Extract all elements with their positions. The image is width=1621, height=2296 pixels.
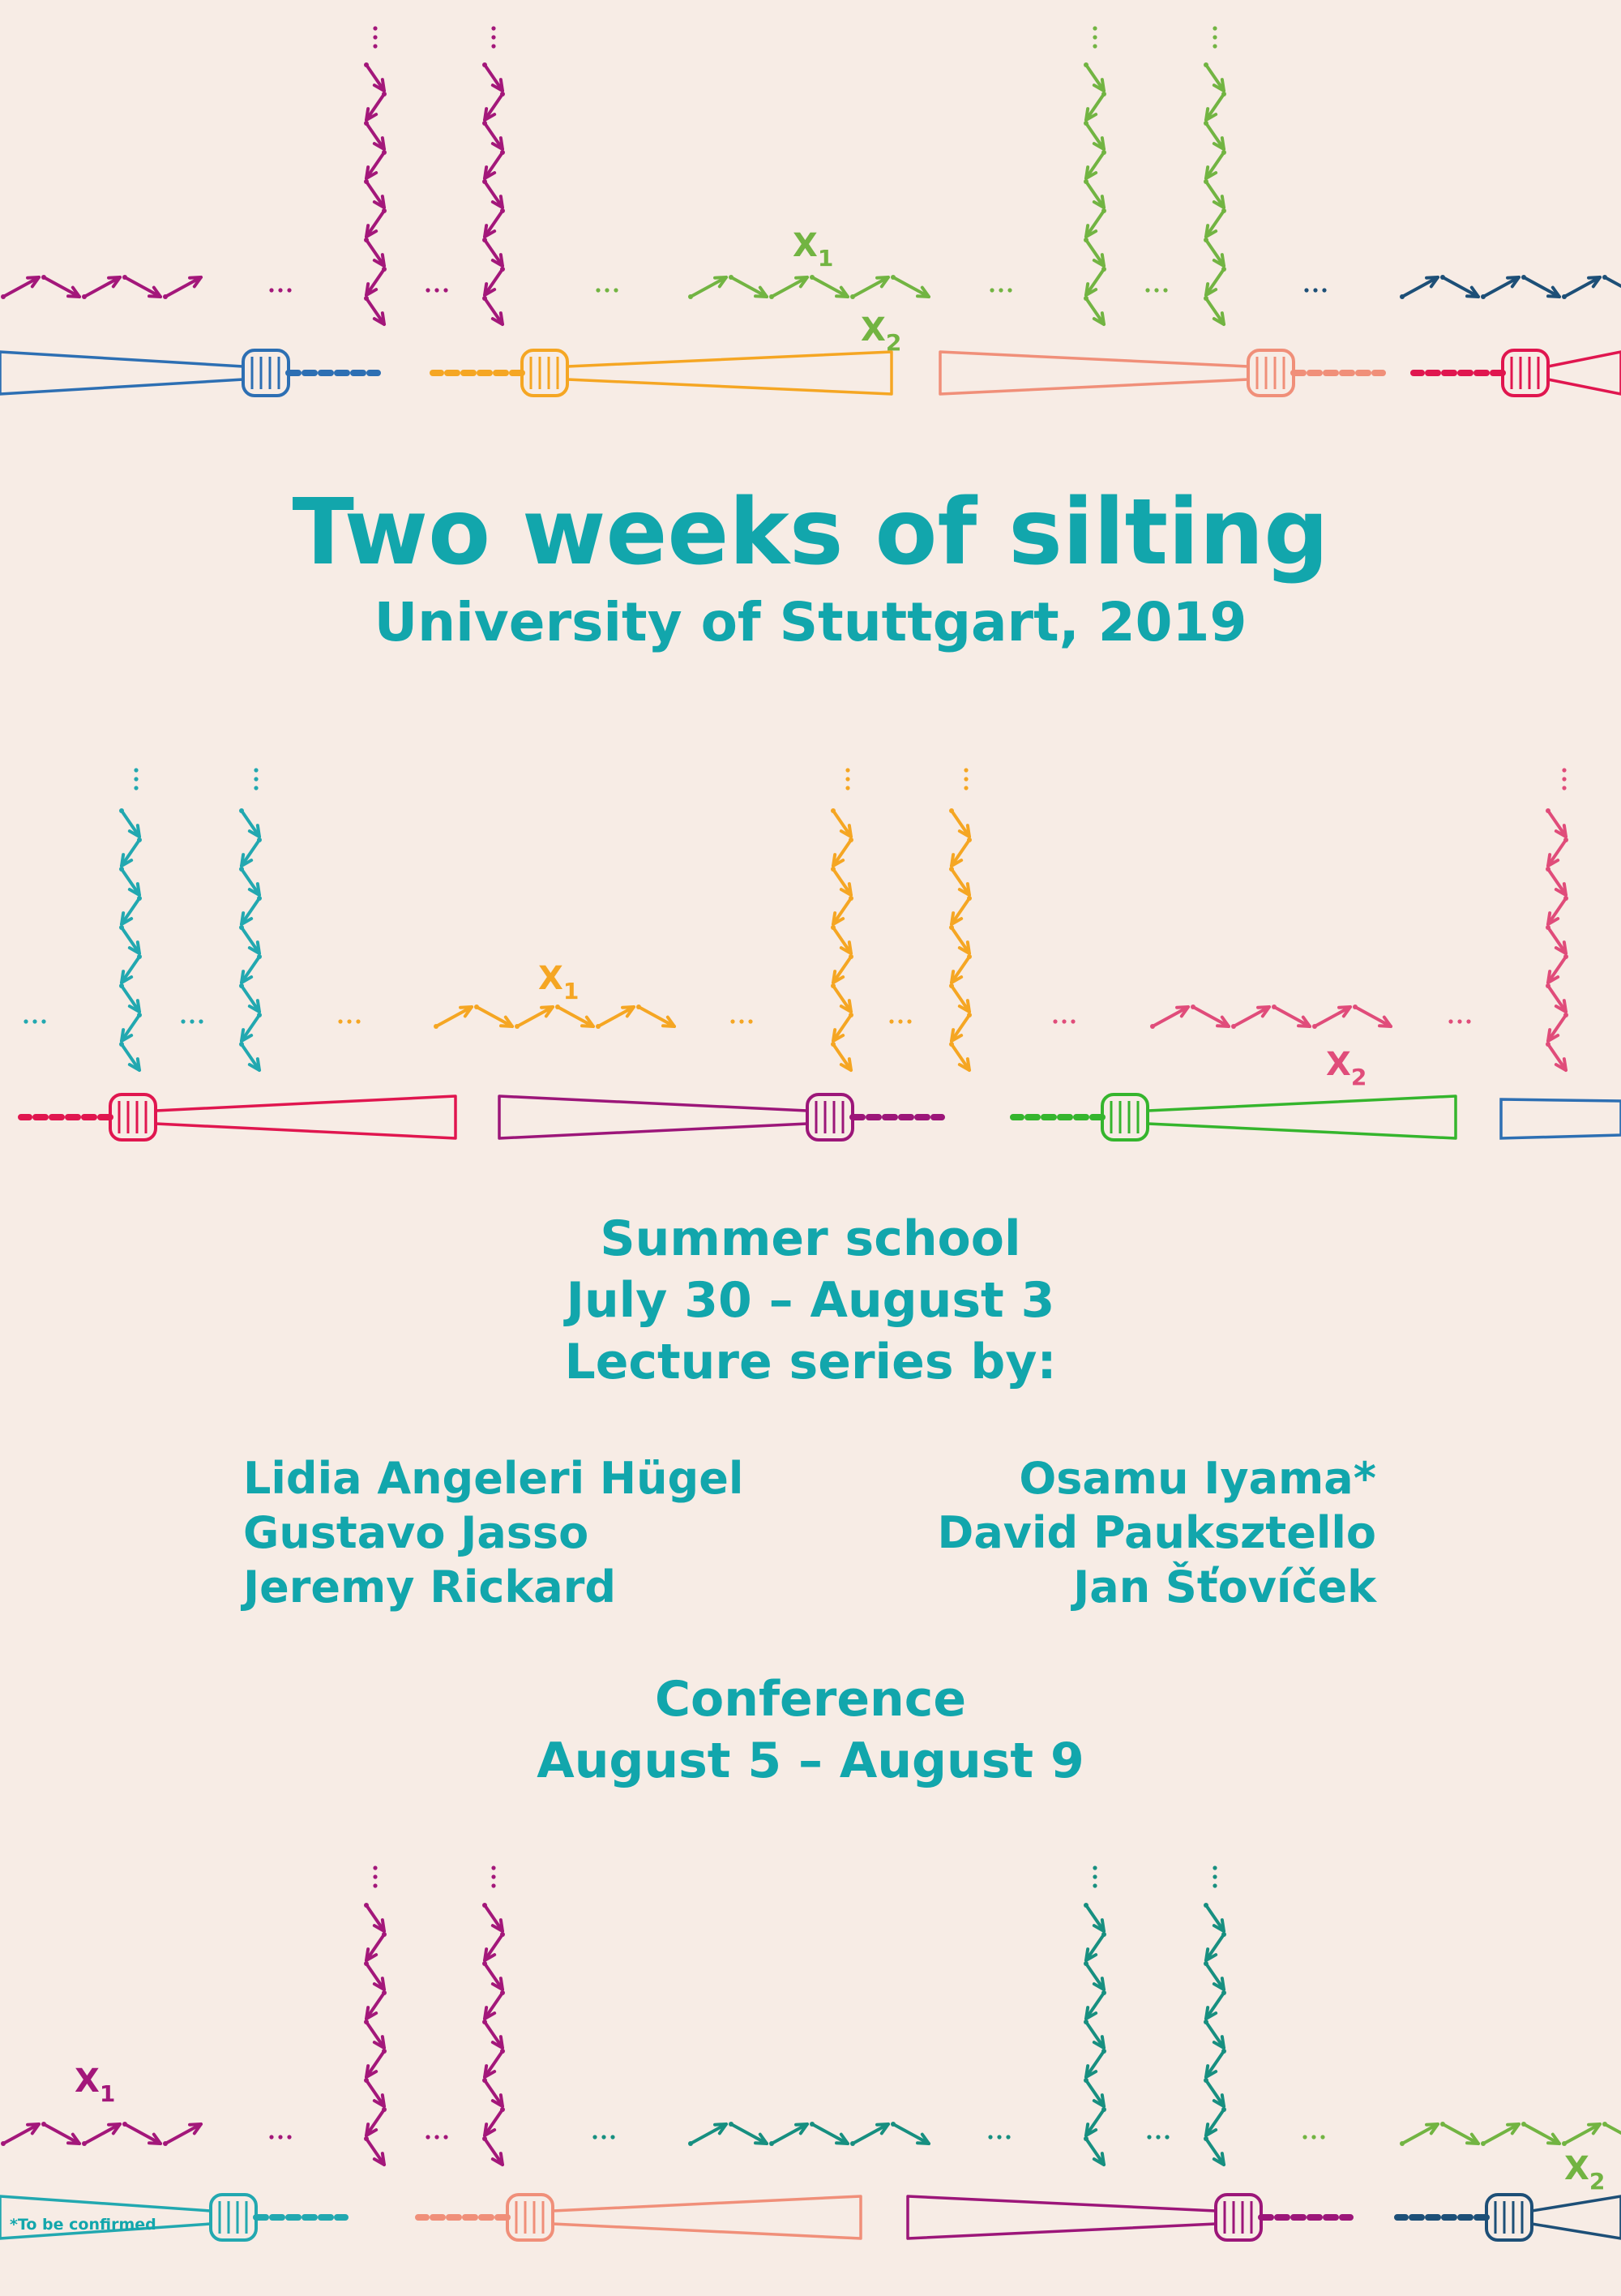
quiver-vertex-label: X1 (793, 227, 833, 272)
tv-tower-icon (498, 1093, 945, 1142)
quiver-arrow-icon (364, 1866, 448, 2166)
lecturer-name: David Pauksztello (937, 1507, 1376, 1558)
conference-dates: August 5 – August 9 (537, 1733, 1084, 1789)
tv-tower-icon (430, 349, 893, 397)
quiver-vertex-label: X2 (1564, 2150, 1605, 2195)
tv-tower-icon (906, 2193, 1354, 2242)
quiver-arrow-icon (1204, 26, 1226, 326)
summer-school-heading: Summer school (600, 1210, 1021, 1267)
summer-school-block: Summer school July 30 – August 3 Lecture… (0, 1208, 1621, 1393)
quiver-arrow-icon (1, 275, 292, 299)
quiver-arrow-icon (1304, 275, 1621, 299)
tv-tower-icon (1410, 349, 1621, 397)
lecture-series-heading: Lecture series by: (564, 1334, 1057, 1390)
tv-tower-icon (1394, 2193, 1621, 2242)
tv-tower-icon (18, 1093, 457, 1142)
quiver-arrow-icon (990, 26, 1168, 326)
tv-tower-icon (939, 349, 1386, 397)
quiver-arrow-icon (1448, 768, 1568, 1072)
quiver-vertex-label: X2 (1326, 1046, 1367, 1090)
lecturer-name: Jan Šťovíček (1073, 1561, 1376, 1613)
poster-subtitle: University of Stuttgart, 2019 (374, 591, 1247, 653)
lecturers-right-column: Osamu Iyama* David Pauksztello Jan Šťoví… (938, 1451, 1376, 1614)
quiver-arrow-icon (592, 2122, 930, 2146)
decorative-quiver-band-bottom: X1 X2 (0, 1866, 1621, 2242)
quiver-arrow-icon (338, 1004, 676, 1029)
lecturer-name: Jeremy Rickard (243, 1561, 616, 1613)
quiver-arrow-icon (239, 768, 262, 1072)
poster-title: Two weeks of silting (292, 480, 1329, 585)
quiver-vertex-label: X2 (861, 311, 901, 356)
conference-heading: Conference (654, 1671, 967, 1728)
quiver-arrow-icon (730, 768, 912, 1072)
lecturer-name: Lidia Angeleri Hügel (243, 1453, 744, 1504)
lecturers-left-column: Lidia Angeleri Hügel Gustavo Jasso Jerem… (243, 1451, 743, 1614)
tv-tower-icon (1010, 1093, 1457, 1142)
lecturer-name: Gustavo Jasso (243, 1507, 589, 1558)
decorative-quiver-band-middle: X1 X2 (18, 768, 1621, 1142)
footnote-to-be-confirmed: *To be confirmed (10, 2216, 156, 2234)
tv-tower-icon (415, 2193, 862, 2242)
lecturer-name: Osamu Iyama* (1019, 1453, 1376, 1504)
quiver-arrow-icon (24, 768, 203, 1072)
quiver-arrow-icon (988, 1866, 1170, 2166)
quiver-arrow-icon (1, 2122, 292, 2146)
quiver-vertex-label: X1 (75, 2063, 115, 2107)
quiver-arrow-icon (364, 26, 448, 326)
tv-tower-icon (0, 349, 381, 397)
tv-tower-icon (0, 2193, 349, 2242)
quiver-arrow-icon (482, 1866, 505, 2166)
conference-block: Conference August 5 – August 9 (0, 1668, 1621, 1792)
summer-school-dates: July 30 – August 3 (566, 1272, 1055, 1329)
decorative-quiver-band-top: X1 X2 (0, 26, 1621, 397)
quiver-arrow-icon (1053, 1004, 1392, 1029)
quiver-arrow-icon (1302, 2122, 1621, 2146)
quiver-arrow-icon (482, 26, 505, 326)
quiver-arrow-icon (596, 275, 930, 299)
quiver-vertex-label: X1 (538, 960, 579, 1004)
quiver-arrow-icon (1204, 1866, 1226, 2166)
quiver-arrow-icon (949, 768, 972, 1072)
